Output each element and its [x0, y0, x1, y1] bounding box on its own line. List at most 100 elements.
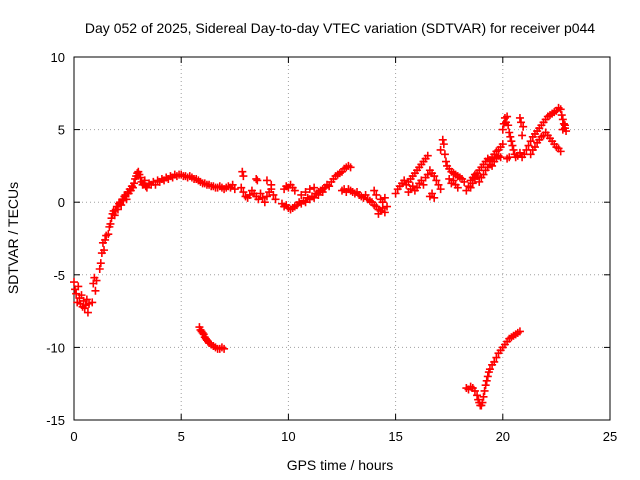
data-point — [560, 121, 569, 130]
data-point — [370, 186, 379, 195]
data-point — [483, 372, 492, 381]
data-point — [310, 193, 319, 202]
data-point — [314, 188, 323, 197]
data-point — [515, 148, 524, 157]
data-point — [262, 192, 271, 201]
data-point — [400, 176, 409, 185]
y-tick-label: 5 — [58, 123, 65, 138]
data-point — [96, 259, 105, 268]
data-point — [473, 172, 482, 181]
x-tick-label: 0 — [70, 429, 77, 444]
data-point — [113, 205, 122, 214]
data-point — [301, 198, 310, 207]
data-point — [558, 125, 567, 134]
data-point — [453, 183, 462, 192]
data-point — [558, 115, 567, 124]
data-point — [460, 177, 469, 186]
data-point — [130, 179, 139, 188]
data-point — [556, 105, 565, 114]
data-point — [239, 188, 248, 197]
data-point — [318, 185, 327, 194]
data-point — [92, 276, 101, 285]
data-point — [556, 147, 565, 156]
data-point — [77, 291, 86, 300]
y-axis-ticks: -15 -10 -5 0 5 10 — [46, 50, 610, 428]
plot-frame — [73, 56, 611, 421]
data-point — [74, 282, 83, 291]
data-point — [507, 137, 516, 146]
data-point — [432, 176, 441, 185]
data-point — [361, 190, 370, 199]
y-tick-label: 10 — [51, 50, 65, 65]
data-point — [220, 344, 229, 353]
data-point — [325, 182, 334, 191]
data-point — [462, 186, 471, 195]
data-point — [526, 137, 535, 146]
data-point — [271, 195, 280, 204]
data-point — [479, 392, 488, 401]
data-point — [88, 298, 97, 307]
data-point — [428, 189, 437, 198]
data-point — [106, 219, 115, 228]
data-point — [496, 153, 505, 162]
x-tick-label: 10 — [281, 429, 295, 444]
data-point — [449, 176, 458, 185]
y-tick-label: -15 — [46, 413, 65, 428]
data-point — [445, 174, 454, 183]
data-point — [260, 198, 269, 207]
data-point — [310, 183, 319, 192]
data-point — [423, 170, 432, 179]
data-point — [238, 167, 247, 176]
data-point — [508, 141, 517, 150]
data-point — [434, 180, 443, 189]
data-point — [417, 176, 426, 185]
data-point — [267, 180, 276, 189]
data-point — [198, 328, 207, 337]
data-point — [470, 386, 479, 395]
data-point — [480, 386, 489, 395]
data-point — [70, 278, 78, 287]
data-point — [128, 183, 137, 192]
data-point — [478, 398, 487, 407]
grid-lines — [74, 57, 610, 420]
data-point — [503, 112, 512, 121]
data-point — [481, 381, 490, 390]
data-point — [290, 186, 299, 195]
data-point — [519, 122, 528, 131]
data-point — [252, 174, 261, 183]
data-point — [506, 132, 515, 141]
data-point — [380, 208, 389, 217]
x-tick-label: 25 — [603, 429, 617, 444]
data-point — [254, 195, 263, 204]
data-point — [440, 150, 449, 159]
data-point — [256, 189, 265, 198]
data-point — [490, 357, 499, 366]
data-point — [383, 202, 392, 211]
y-tick-label: -5 — [53, 268, 65, 283]
data-point — [423, 151, 432, 160]
data-point — [492, 353, 501, 362]
data-point — [439, 140, 448, 149]
data-point — [372, 190, 381, 199]
x-tick-label: 5 — [178, 429, 185, 444]
data-point — [378, 198, 387, 207]
data-point — [262, 176, 271, 185]
data-point — [498, 125, 507, 134]
data-point — [485, 365, 494, 374]
data-point — [140, 176, 149, 185]
data-point — [509, 145, 518, 154]
data-point — [83, 308, 92, 317]
data-point — [479, 170, 488, 179]
data-point — [380, 193, 389, 202]
x-tick-label: 15 — [388, 429, 402, 444]
data-point — [466, 183, 475, 192]
y-tick-label: -10 — [46, 340, 65, 355]
data-point — [101, 235, 110, 244]
y-axis-label: SDTVAR / TECUs — [5, 182, 21, 294]
data-point — [258, 193, 267, 202]
data-point — [438, 135, 447, 144]
data-point — [436, 145, 445, 154]
data-point — [305, 185, 314, 194]
data-point — [559, 119, 568, 128]
data-point — [557, 111, 566, 120]
